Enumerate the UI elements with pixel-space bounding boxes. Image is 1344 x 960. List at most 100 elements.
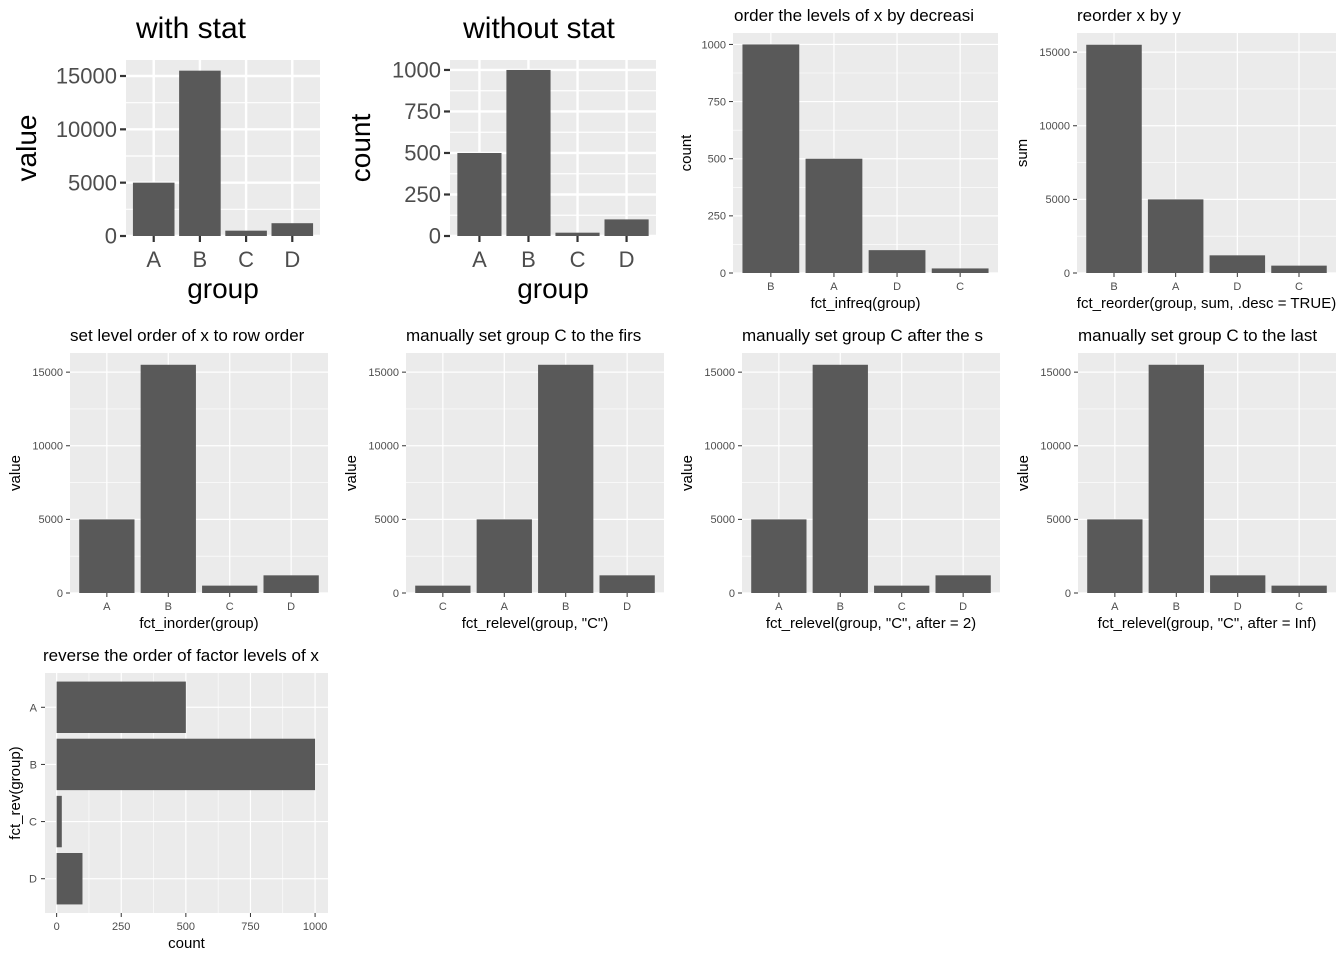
chart-title: manually set group C after the s (742, 326, 983, 345)
bar-B (506, 69, 551, 236)
x-category-label: D (623, 601, 631, 613)
bar-C (202, 585, 258, 593)
bar-A (457, 152, 502, 236)
y-tick-label: 250 (404, 182, 441, 207)
bar-A (751, 519, 807, 593)
x-axis-title: group (187, 273, 259, 304)
y-category-label: D (29, 874, 37, 886)
y-tick-label: 0 (720, 268, 726, 280)
y-axis-title: value (679, 455, 696, 491)
bar-A (79, 519, 135, 593)
x-category-label: C (898, 601, 906, 613)
bar-C (225, 230, 267, 236)
x-category-label: B (521, 247, 536, 272)
x-category-label: C (238, 247, 254, 272)
x-axis-title: group (517, 273, 589, 304)
bar-A (1147, 199, 1204, 273)
y-tick-label: 15000 (1039, 47, 1070, 59)
x-category-label: A (501, 601, 509, 613)
x-category-label: B (165, 601, 172, 613)
x-category-label: B (562, 601, 569, 613)
y-tick-label: 10000 (368, 441, 399, 453)
y-tick-label: 0 (105, 224, 117, 249)
bar-C (1271, 585, 1327, 593)
bar-C (931, 268, 989, 273)
chart-title: without stat (462, 12, 615, 45)
bar-B (179, 70, 221, 237)
bar-A (476, 519, 532, 593)
y-axis-title: value (1015, 455, 1032, 491)
x-category-label: C (1295, 281, 1303, 293)
y-tick-label: 750 (708, 96, 726, 108)
x-category-label: A (146, 247, 161, 272)
bar-B (538, 364, 594, 593)
x-category-label: D (287, 601, 295, 613)
bar-C (415, 585, 471, 593)
bar-D (1209, 255, 1266, 273)
chart-title: manually set group C to the firs (406, 326, 641, 345)
chart-title: manually set group C to the last (1078, 326, 1317, 345)
bar-B (56, 738, 316, 791)
x-axis-title: fct_relevel(group, "C") (462, 615, 609, 632)
y-tick-label: 0 (1064, 268, 1070, 280)
bar-C (1271, 265, 1327, 273)
y-tick-label: 5000 (39, 514, 63, 526)
y-tick-label: 500 (404, 141, 441, 166)
y-axis-title: sum (1014, 139, 1031, 167)
bar-D (1210, 575, 1266, 593)
y-axis-title: value (11, 115, 42, 182)
bar-A (1087, 519, 1143, 593)
y-tick-label: 10000 (1040, 441, 1071, 453)
bar-D (263, 575, 319, 593)
y-tick-label: 10000 (32, 441, 63, 453)
x-category-label: D (1233, 281, 1241, 293)
x-tick-label: 1000 (303, 921, 327, 933)
y-tick-label: 15000 (368, 367, 399, 379)
chart-title: with stat (135, 12, 247, 45)
y-tick-label: 5000 (1047, 514, 1071, 526)
x-category-label: D (893, 281, 901, 293)
y-tick-label: 10000 (56, 117, 117, 142)
x-category-label: A (472, 247, 487, 272)
bar-D (271, 223, 314, 236)
bar-B (140, 364, 196, 593)
y-tick-label: 10000 (704, 441, 735, 453)
bar-A (805, 158, 863, 273)
x-category-label: C (570, 247, 586, 272)
x-category-label: B (767, 281, 774, 293)
y-tick-label: 250 (708, 211, 726, 223)
x-category-label: A (1111, 601, 1119, 613)
x-category-label: D (619, 247, 635, 272)
y-tick-label: 15000 (32, 367, 63, 379)
y-axis-title: fct_rev(group) (7, 746, 24, 839)
y-axis-title: count (345, 114, 376, 183)
y-axis-title: value (7, 455, 24, 491)
x-axis-title: fct_inorder(group) (139, 615, 258, 632)
chart-title: set level order of x to row order (70, 326, 305, 345)
x-category-label: C (1295, 601, 1303, 613)
bar-D (935, 575, 991, 593)
y-category-label: B (30, 759, 37, 771)
bar-B (1086, 44, 1142, 273)
x-tick-label: 750 (241, 921, 259, 933)
x-category-label: C (439, 601, 447, 613)
x-axis-title: fct_relevel(group, "C", after = Inf) (1098, 615, 1317, 632)
bar-D (56, 853, 83, 905)
y-axis-title: value (343, 455, 360, 491)
y-tick-label: 0 (1065, 588, 1071, 600)
y-tick-label: 5000 (711, 514, 735, 526)
y-tick-label: 15000 (56, 64, 117, 89)
y-tick-label: 5000 (1046, 194, 1070, 206)
x-tick-label: 0 (54, 921, 60, 933)
y-tick-label: 500 (708, 154, 726, 166)
bar-C (874, 585, 930, 593)
